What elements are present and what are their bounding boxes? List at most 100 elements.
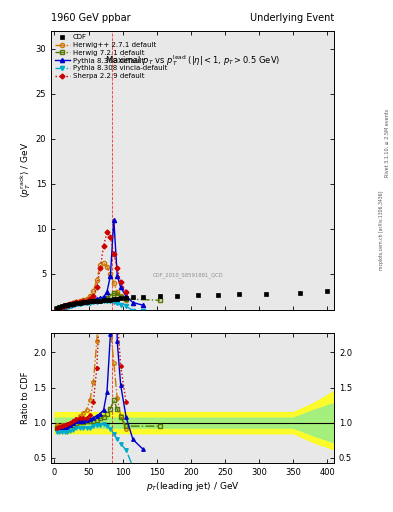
Pythia 8.308 vincia-default <box>84 300 89 306</box>
Herwig 7.2.1 default <box>101 296 106 302</box>
Sherpa 2.2.9 default <box>54 306 59 312</box>
Herwig 7.2.1 default <box>54 306 59 312</box>
Herwig 7.2.1 default <box>108 293 113 299</box>
CDF <box>130 294 135 301</box>
Herwig++ 2.7.1 default <box>101 260 106 266</box>
Herwig++ 2.7.1 default <box>118 293 123 300</box>
Pythia 8.308 vincia-default <box>141 308 145 314</box>
Sherpa 2.2.9 default <box>74 300 79 306</box>
Herwig++ 2.7.1 default <box>124 297 129 303</box>
Herwig 7.2.1 default <box>81 299 86 305</box>
CDF <box>101 297 106 304</box>
X-axis label: $p_T$(leading jet) / GeV: $p_T$(leading jet) / GeV <box>146 480 239 493</box>
CDF <box>236 291 241 297</box>
Sherpa 2.2.9 default <box>77 299 82 305</box>
Text: Underlying Event: Underlying Event <box>250 13 334 23</box>
Herwig 7.2.1 default <box>118 294 123 300</box>
Pythia 8.308 default <box>94 296 99 302</box>
Herwig++ 2.7.1 default <box>91 288 96 294</box>
Pythia 8.308 default <box>141 302 145 308</box>
Text: CDF_2010_S8591881_QCD: CDF_2010_S8591881_QCD <box>153 272 224 278</box>
Sherpa 2.2.9 default <box>84 297 89 304</box>
Pythia 8.308 default <box>88 297 92 304</box>
Herwig++ 2.7.1 default <box>88 293 92 299</box>
Pythia 8.308 vincia-default <box>81 301 86 307</box>
Pythia 8.308 default <box>91 297 96 303</box>
CDF <box>108 296 113 303</box>
CDF <box>175 293 180 299</box>
Sherpa 2.2.9 default <box>112 251 116 257</box>
Pythia 8.308 default <box>65 303 70 309</box>
Pythia 8.308 vincia-default <box>118 302 123 308</box>
Herwig++ 2.7.1 default <box>115 289 119 295</box>
CDF <box>60 303 64 309</box>
Text: 1960 GeV ppbar: 1960 GeV ppbar <box>51 13 131 23</box>
CDF <box>91 298 96 304</box>
Sherpa 2.2.9 default <box>60 304 64 310</box>
Pythia 8.308 default <box>57 305 62 311</box>
Sherpa 2.2.9 default <box>65 302 70 308</box>
CDF <box>264 291 268 297</box>
CDF <box>98 297 103 304</box>
Pythia 8.308 default <box>71 301 75 307</box>
Sherpa 2.2.9 default <box>81 298 86 304</box>
Herwig 7.2.1 default <box>94 297 99 303</box>
Herwig++ 2.7.1 default <box>54 306 59 312</box>
Herwig++ 2.7.1 default <box>81 297 86 303</box>
CDF <box>88 298 92 305</box>
Pythia 8.308 default <box>68 302 73 308</box>
Sherpa 2.2.9 default <box>57 305 62 311</box>
Sherpa 2.2.9 default <box>88 296 92 303</box>
Pythia 8.308 vincia-default <box>108 298 113 305</box>
Herwig 7.2.1 default <box>60 304 64 310</box>
Sherpa 2.2.9 default <box>108 234 113 240</box>
Line: Pythia 8.308 vincia-default: Pythia 8.308 vincia-default <box>55 298 145 313</box>
Pythia 8.308 default <box>98 295 103 301</box>
Sherpa 2.2.9 default <box>101 243 106 249</box>
Herwig 7.2.1 default <box>68 302 73 308</box>
Pythia 8.308 vincia-default <box>74 301 79 307</box>
Herwig++ 2.7.1 default <box>105 264 109 270</box>
Y-axis label: $\langle p_T^{\mathrm{rack}} \rangle$ / GeV: $\langle p_T^{\mathrm{rack}} \rangle$ / … <box>18 142 33 198</box>
CDF <box>216 291 220 297</box>
Pythia 8.308 vincia-default <box>77 301 82 307</box>
Text: mcplots.cern.ch [arXiv:1306.3436]: mcplots.cern.ch [arXiv:1306.3436] <box>380 190 384 270</box>
CDF <box>71 301 75 307</box>
Herwig 7.2.1 default <box>57 305 62 311</box>
Herwig 7.2.1 default <box>158 297 163 304</box>
Pythia 8.308 default <box>112 217 116 223</box>
Line: Herwig++ 2.7.1 default: Herwig++ 2.7.1 default <box>55 261 128 311</box>
Pythia 8.308 default <box>60 304 64 310</box>
CDF <box>77 300 82 306</box>
CDF <box>141 294 145 300</box>
Pythia 8.308 default <box>118 284 123 290</box>
Pythia 8.308 default <box>130 300 135 306</box>
Herwig++ 2.7.1 default <box>108 271 113 277</box>
Herwig++ 2.7.1 default <box>94 277 99 283</box>
Herwig 7.2.1 default <box>115 292 119 298</box>
CDF <box>105 297 109 303</box>
Pythia 8.308 default <box>101 294 106 300</box>
Sherpa 2.2.9 default <box>68 301 73 307</box>
Pythia 8.308 vincia-default <box>115 301 119 307</box>
CDF <box>74 300 79 306</box>
Pythia 8.308 default <box>124 293 129 300</box>
CDF <box>124 295 129 301</box>
Herwig 7.2.1 default <box>98 296 103 303</box>
Herwig++ 2.7.1 default <box>68 301 73 307</box>
Pythia 8.308 vincia-default <box>88 300 92 306</box>
Pythia 8.308 vincia-default <box>62 304 67 310</box>
Sherpa 2.2.9 default <box>115 265 119 271</box>
Pythia 8.308 default <box>105 289 109 295</box>
Herwig++ 2.7.1 default <box>62 303 67 309</box>
CDF <box>62 303 67 309</box>
CDF <box>325 288 330 294</box>
Herwig 7.2.1 default <box>105 295 109 301</box>
Pythia 8.308 vincia-default <box>65 304 70 310</box>
Sherpa 2.2.9 default <box>94 284 99 290</box>
Sherpa 2.2.9 default <box>62 303 67 309</box>
Sherpa 2.2.9 default <box>124 289 129 295</box>
CDF <box>57 304 62 310</box>
Sherpa 2.2.9 default <box>105 229 109 236</box>
Pythia 8.308 default <box>108 272 113 279</box>
